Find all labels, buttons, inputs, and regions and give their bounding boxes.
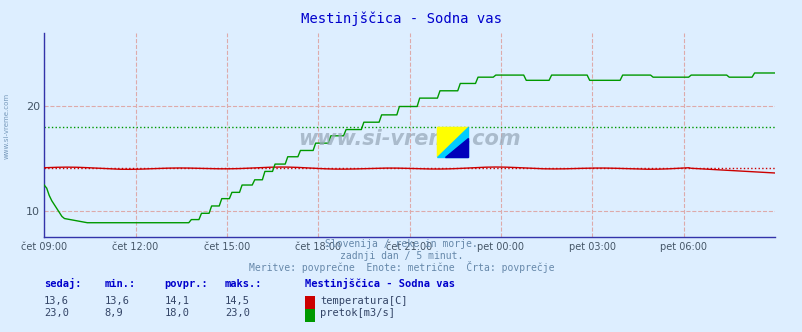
Polygon shape bbox=[437, 127, 468, 157]
Text: 23,0: 23,0 bbox=[225, 308, 249, 318]
Text: Mestinjščica - Sodna vas: Mestinjščica - Sodna vas bbox=[301, 12, 501, 26]
Text: Mestinjščica - Sodna vas: Mestinjščica - Sodna vas bbox=[305, 278, 455, 289]
Text: www.si-vreme.com: www.si-vreme.com bbox=[298, 129, 520, 149]
Text: sedaj:: sedaj: bbox=[44, 278, 82, 289]
Text: Slovenija / reke in morje.: Slovenija / reke in morje. bbox=[325, 239, 477, 249]
Text: zadnji dan / 5 minut.: zadnji dan / 5 minut. bbox=[339, 251, 463, 261]
Text: 14,1: 14,1 bbox=[164, 296, 189, 306]
Text: temperatura[C]: temperatura[C] bbox=[320, 296, 407, 306]
Text: 18,0: 18,0 bbox=[164, 308, 189, 318]
Text: 13,6: 13,6 bbox=[44, 296, 69, 306]
Text: 8,9: 8,9 bbox=[104, 308, 123, 318]
Polygon shape bbox=[437, 127, 468, 157]
Text: 23,0: 23,0 bbox=[44, 308, 69, 318]
Text: 14,5: 14,5 bbox=[225, 296, 249, 306]
Polygon shape bbox=[444, 138, 468, 157]
Text: 13,6: 13,6 bbox=[104, 296, 129, 306]
Text: min.:: min.: bbox=[104, 279, 136, 289]
Text: www.si-vreme.com: www.si-vreme.com bbox=[3, 93, 10, 159]
Text: pretok[m3/s]: pretok[m3/s] bbox=[320, 308, 395, 318]
Text: Meritve: povprečne  Enote: metrične  Črta: povprečje: Meritve: povprečne Enote: metrične Črta:… bbox=[249, 261, 553, 273]
Text: maks.:: maks.: bbox=[225, 279, 262, 289]
Text: povpr.:: povpr.: bbox=[164, 279, 208, 289]
